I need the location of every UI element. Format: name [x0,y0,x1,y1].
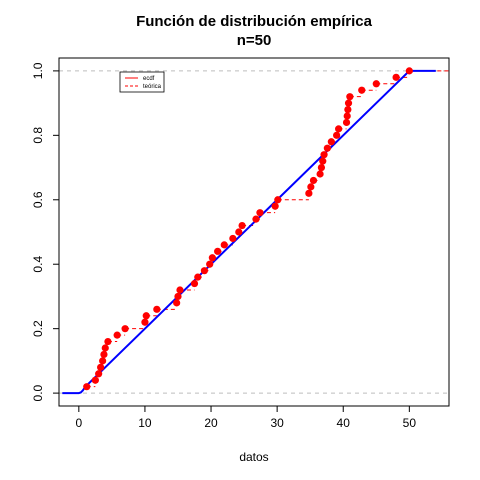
ecdf-point [272,203,279,210]
y-tick-label: 0.0 [31,384,45,401]
ecdf-point [317,170,324,177]
ecdf-point [319,158,326,165]
ecdf-point [320,151,327,158]
ecdf-point [333,132,340,139]
ecdf-point [310,177,317,184]
ecdf-point [99,357,106,364]
ecdf-point [335,125,342,132]
ecdf-point [373,80,380,87]
ecdf-point [114,332,121,339]
chart-title: Función de distribución empírica [136,13,373,30]
legend: ecdf teórica [120,72,164,92]
ecdf-point [344,106,351,113]
ecdf-point [235,228,242,235]
ecdf-point [122,325,129,332]
chart-subtitle: n=50 [237,32,272,49]
ecdf-point [274,196,281,203]
ecdf-point [83,383,90,390]
ecdf-point [143,312,150,319]
ecdf-point [194,274,201,281]
y-tick-label: 0.6 [31,191,45,208]
x-tick-label: 10 [138,416,152,430]
ecdf-point [173,299,180,306]
x-tick-label: 0 [75,416,82,430]
ecdf-point [343,119,350,126]
x-tick-label: 30 [270,416,284,430]
y-tick-label: 0.2 [31,320,45,337]
ecdf-point [229,235,236,242]
ecdf-point [176,286,183,293]
y-tick-label: 0.4 [31,256,45,273]
ecdf-point [358,87,365,94]
ecdf-point [92,377,99,384]
ecdf-point [141,319,148,326]
ecdf-point [328,138,335,145]
ecdf-point [214,248,221,255]
x-tick-label: 50 [403,416,417,430]
ecdf-point [97,364,104,371]
x-tick-label: 20 [204,416,218,430]
ecdf-point [406,67,413,74]
ecdf-point [324,145,331,152]
y-tick-label: 1.0 [31,62,45,79]
ecdf-point [191,280,198,287]
y-tick-label: 0.8 [31,127,45,144]
ecdf-point [252,216,259,223]
ecdf-point [345,100,352,107]
ecdf-point [393,74,400,81]
ecdf-point [239,222,246,229]
ecdf-point [206,261,213,268]
ecdf-point [104,338,111,345]
ecdf-point [95,370,102,377]
ecdf-point [307,183,314,190]
x-tick-label: 40 [337,416,351,430]
ecdf-point [344,112,351,119]
ecdf-point [174,293,181,300]
ecdf-point [100,351,107,358]
ecdf-point [221,241,228,248]
legend-theory-label: teórica [143,84,162,90]
ecdf-point [102,344,109,351]
ecdf-point [209,254,216,261]
x-axis-label: datos [239,450,268,464]
ecdf-point [318,164,325,171]
legend-ecdf-label: ecdf [143,76,155,82]
ecdf-point [346,93,353,100]
ecdf-point [153,306,160,313]
ecdf-point [201,267,208,274]
ecdf-point [256,209,263,216]
ecdf-point [305,190,312,197]
